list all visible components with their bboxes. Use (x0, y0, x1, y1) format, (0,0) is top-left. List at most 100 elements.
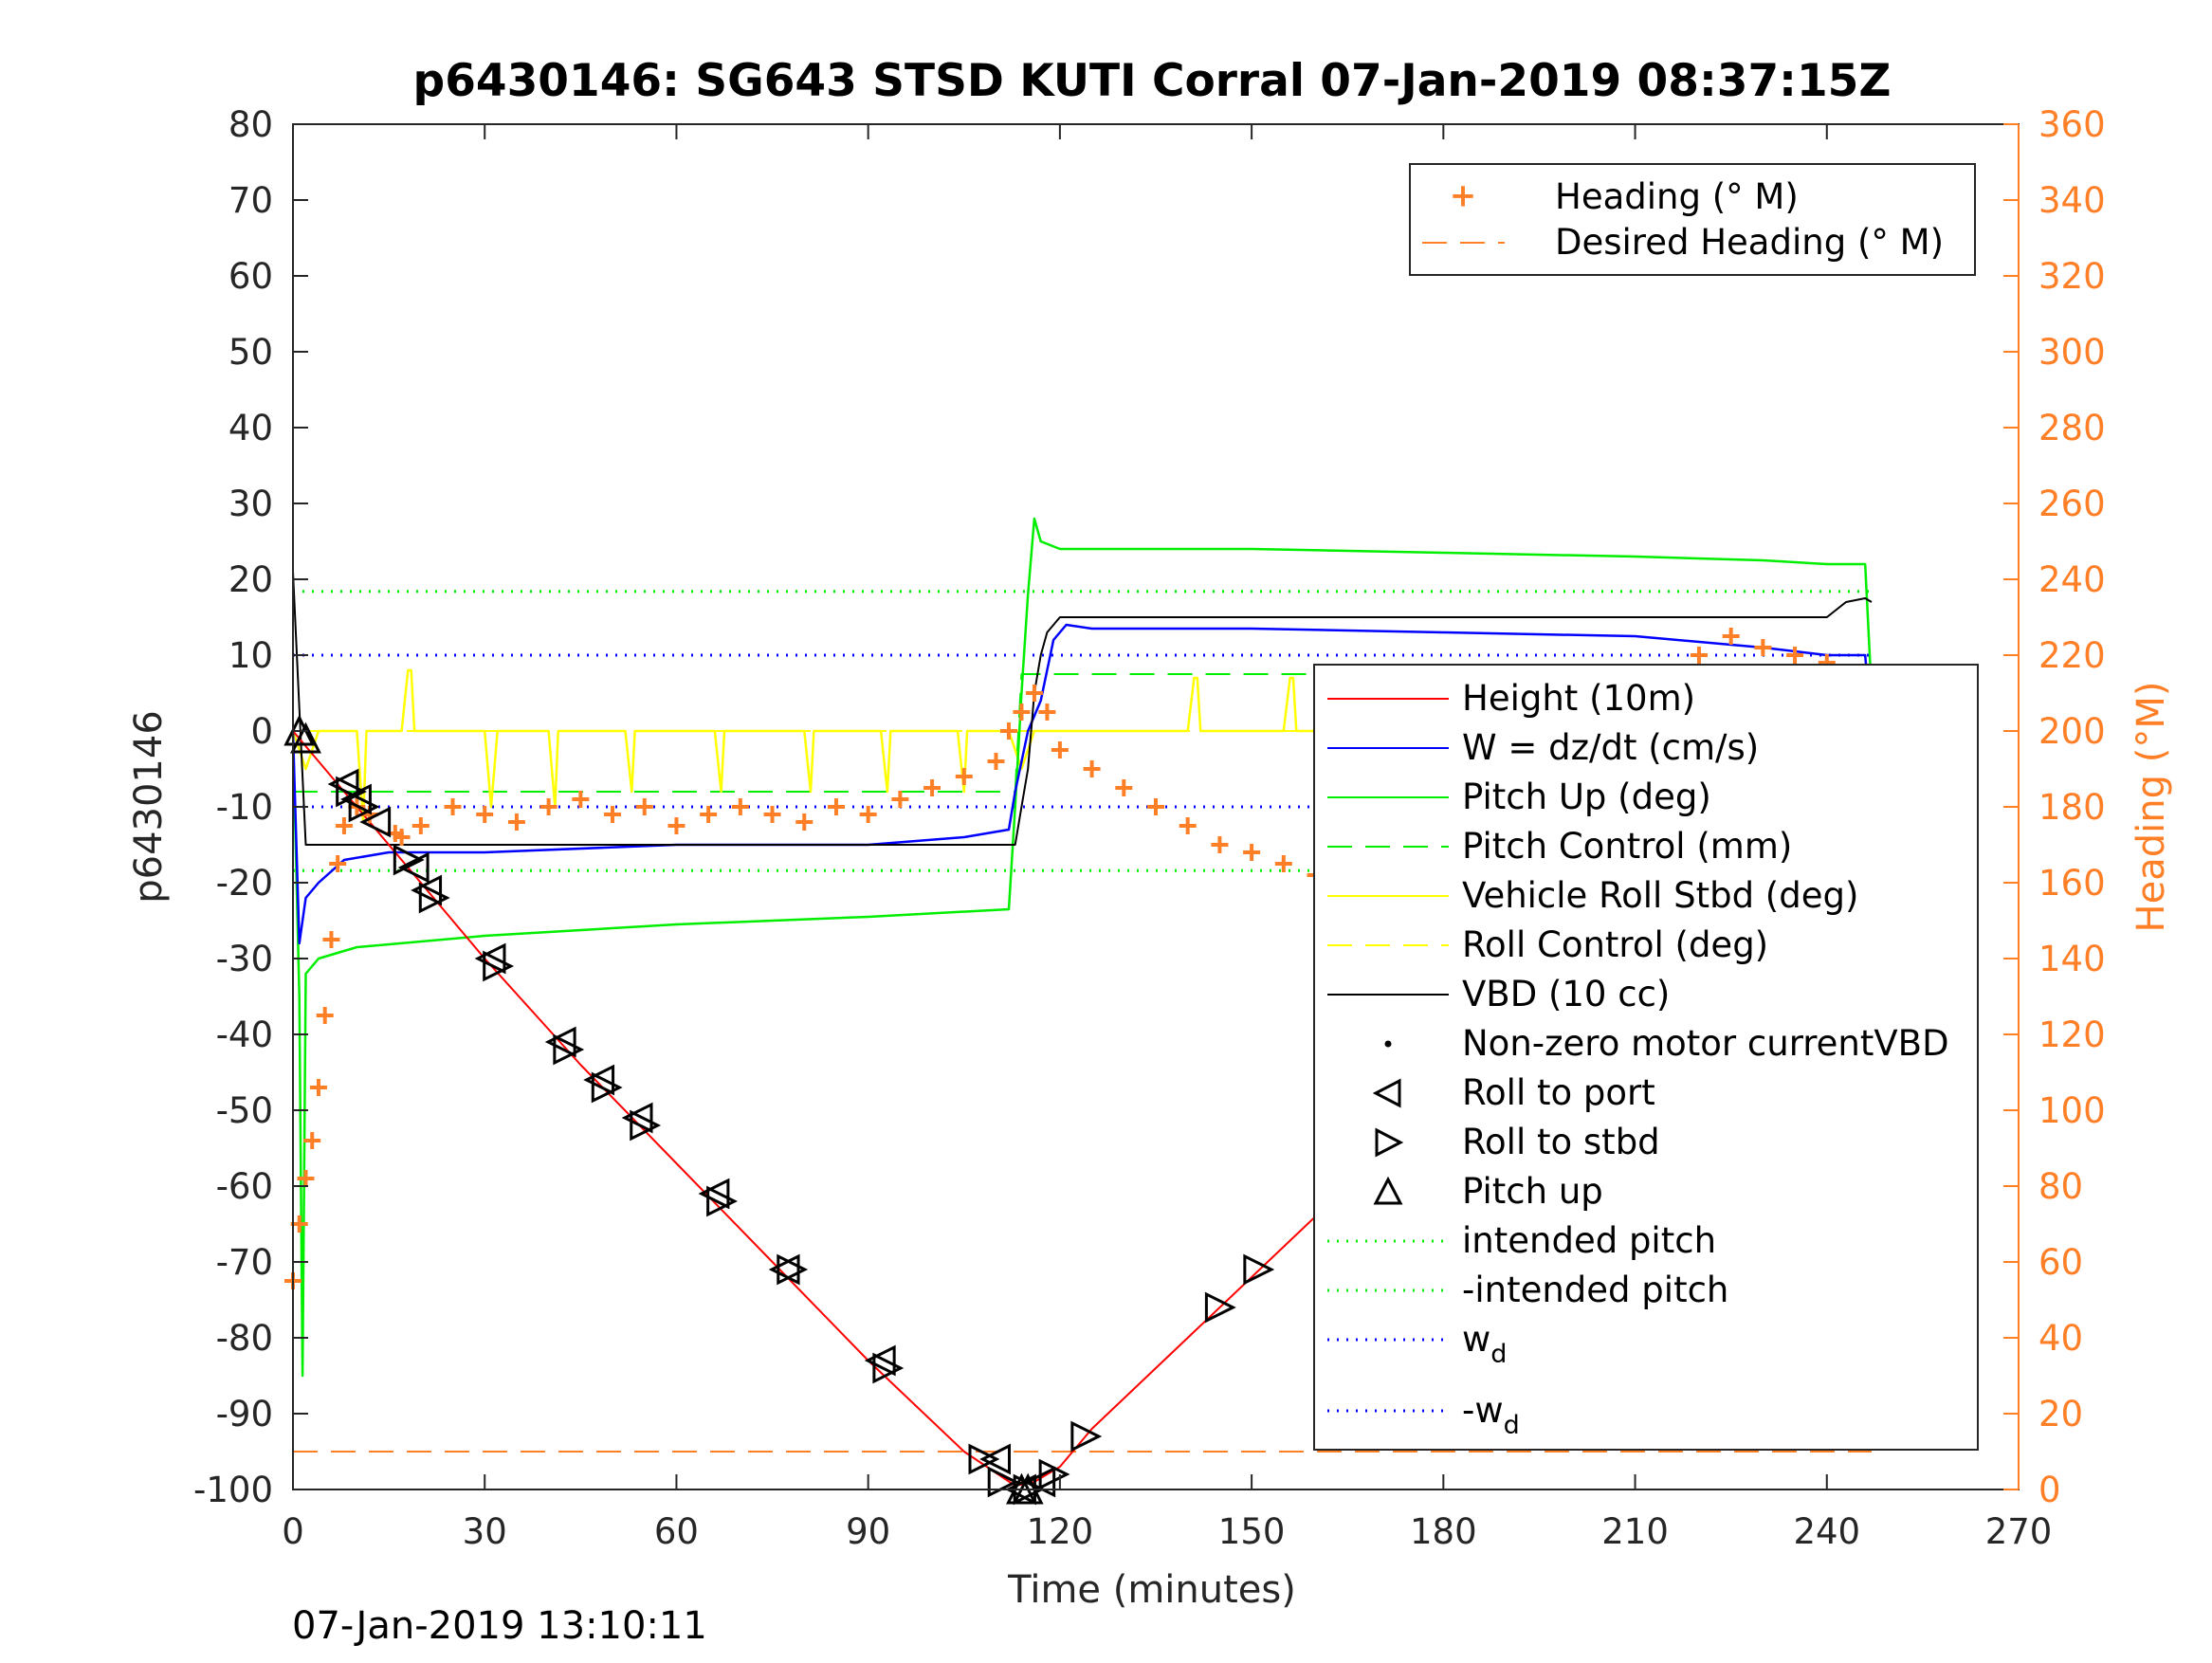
legend-neg-wd-label: -wd (1462, 1390, 1520, 1440)
y-axis-right: 3603403203002802602402202001801601401201… (2003, 104, 2106, 1510)
heading-point (411, 817, 430, 834)
heading-point (955, 768, 973, 785)
y-axis-left: 80 70 60 50 40 30 20 10 0 -10 -20 -30 -40 -50 -60 -70 -8… (193, 104, 308, 1510)
roll-to-port-marker (340, 783, 372, 815)
heading-point (731, 798, 749, 815)
y-tick-label: -50 (216, 1090, 273, 1131)
legend-neg-intended-pitch-label: -intended pitch (1462, 1270, 1728, 1310)
roll-to-port-marker (698, 1178, 730, 1210)
roll-to-stbd-marker (630, 1109, 662, 1142)
x-axis-label: Time (minutes) (1007, 1568, 1296, 1612)
y-axis-label: p6430146 (127, 710, 171, 904)
x-tick-label: 0 (282, 1511, 304, 1552)
legend-main: Height (10m) W = dz/dt (cm/s) Pitch Up (… (1313, 664, 1979, 1451)
y2-tick-label: 120 (2038, 1014, 2106, 1055)
heading-point (635, 798, 653, 815)
x-axis: 0 30 60 90 120 150 180 210 240 270 (282, 124, 2052, 1552)
y2-tick-label: 80 (2038, 1166, 2083, 1207)
heading-point (859, 806, 877, 823)
roll-to-stbd-marker (483, 950, 515, 982)
y-tick-label: -40 (216, 1014, 273, 1055)
roll-to-port-marker (979, 1443, 1011, 1475)
y2-tick-label: 40 (2038, 1318, 2083, 1359)
heading-point (309, 1079, 327, 1096)
x-tick-label: 90 (846, 1511, 890, 1552)
legend-roll-stbd-marker (1375, 1127, 1404, 1158)
x-tick-label: 210 (1601, 1511, 1669, 1552)
heading-point (604, 806, 622, 823)
roll-to-stbd-marker (1070, 1420, 1103, 1453)
y-tick-label: -60 (216, 1166, 273, 1207)
x-tick-label: 150 (1218, 1511, 1286, 1552)
chart-title: p6430146: SG643 STSD KUTI Corral 07-Jan-… (413, 55, 1892, 107)
y2-tick-label: 0 (2038, 1470, 2061, 1510)
heading-point (700, 806, 718, 823)
y2-axis-label: Heading (°M) (2130, 682, 2173, 933)
y2-tick-label: 140 (2038, 939, 2106, 979)
heading-point (322, 931, 340, 948)
heading-point (1179, 817, 1197, 834)
series-pitch-up (291, 517, 1874, 1378)
legend-motor-label: Non-zero motor currentVBD (1462, 1023, 1949, 1064)
legend-height-label: Height (10m) (1462, 678, 1695, 719)
heading-point (316, 1007, 334, 1024)
series-vbd (292, 571, 1873, 846)
legend-main-box (1313, 664, 1979, 1451)
heading-point (1211, 836, 1229, 853)
roll-to-stbd-marker (1243, 1253, 1275, 1286)
legend-roll-port-label: Roll to port (1462, 1072, 1655, 1113)
pitch-up-marker (290, 722, 321, 754)
heading-point (1051, 741, 1069, 758)
y2-tick-label: 340 (2038, 180, 2106, 221)
y2-tick-label: 360 (2038, 104, 2106, 145)
roll-to-port-marker (768, 1253, 800, 1286)
y2-tick-label: 300 (2038, 332, 2106, 373)
y-tick-label: 20 (229, 559, 273, 600)
roll-to-stbd-marker (348, 791, 380, 823)
legend-desired-heading-label: Desired Heading (° M) (1555, 222, 1944, 263)
x-tick-label: 30 (463, 1511, 507, 1552)
legend-motor-dot (1384, 1040, 1392, 1048)
legend-neg-wd-subscript: d (1504, 1411, 1520, 1440)
y2-tick-label: 200 (2038, 711, 2106, 752)
legend-pitch-up-label: Pitch Up (deg) (1462, 777, 1711, 817)
legend-heading-marker: + (1450, 177, 1477, 215)
roll-to-stbd-marker (393, 844, 425, 876)
roll-to-port-marker (327, 768, 359, 800)
y-tick-label: -100 (193, 1470, 273, 1510)
y-tick-label: 30 (229, 484, 273, 524)
heading-point (329, 855, 347, 872)
legend-pitch-up-marker-label: Pitch up (1462, 1171, 1603, 1212)
heading-point (1722, 628, 1740, 645)
roll-to-stbd-marker (706, 1185, 738, 1217)
legend-wd-subscript: d (1490, 1340, 1507, 1369)
heading-point (1013, 704, 1031, 721)
x-tick-label: 120 (1027, 1511, 1094, 1552)
timestamp-footer: 07-Jan-2019 13:10:11 (292, 1604, 707, 1648)
y2-tick-label: 260 (2038, 484, 2106, 524)
heading-point (987, 753, 1005, 770)
roll-to-port-marker (411, 874, 443, 906)
roll-to-stbd-marker (418, 882, 450, 914)
legend-roll-stbd-label: Vehicle Roll Stbd (deg) (1462, 875, 1858, 916)
heading-point (1274, 855, 1292, 872)
y-tick-label: -30 (216, 939, 273, 979)
y2-tick-label: 100 (2038, 1090, 2106, 1131)
roll-to-stbd-marker (553, 1033, 585, 1066)
heading-point (507, 813, 525, 831)
heading-point (667, 817, 686, 834)
y2-tick-label: 220 (2038, 635, 2106, 676)
roll-to-stbd-marker (872, 1352, 905, 1384)
y-tick-label: 70 (229, 180, 273, 221)
heading-point (1147, 798, 1164, 815)
y-tick-label: 60 (229, 256, 273, 297)
heading-point (1754, 639, 1772, 656)
legend-vbd-label: VBD (10 cc) (1462, 974, 1670, 1014)
heading-point (795, 813, 814, 831)
roll-to-stbd-marker (1204, 1291, 1236, 1324)
heading-point (923, 779, 941, 796)
y-tick-label: 0 (250, 711, 273, 752)
roll-to-port-marker (397, 851, 430, 884)
y-tick-label: 40 (229, 408, 273, 448)
